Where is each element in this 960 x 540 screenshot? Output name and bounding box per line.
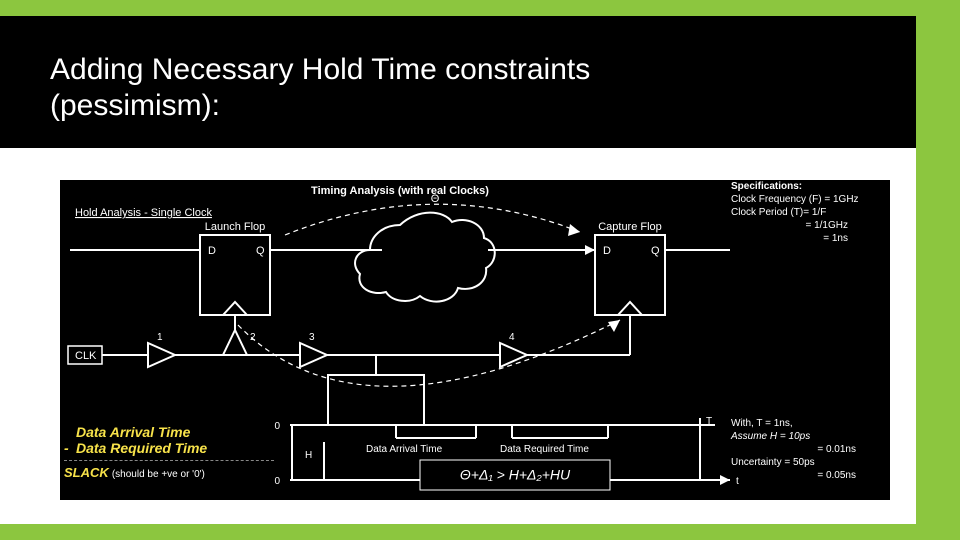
theta-arrowhead <box>568 224 580 236</box>
spec-l1: Clock Frequency (F) = 1GHz <box>731 193 886 206</box>
slack-block: Data Arrival Time -Data Required Time SL… <box>64 424 279 480</box>
buffer-3-icon <box>300 343 327 367</box>
buffer-1-label: 1 <box>157 332 163 343</box>
timing-diagram: Timing Analysis (with real Clocks) Hold … <box>60 180 890 500</box>
clk-label: CLK <box>75 350 97 362</box>
diagram-title: Timing Analysis (with real Clocks) <box>311 185 489 197</box>
launch-d-port: D <box>208 245 216 257</box>
t-cap-label: T <box>706 416 712 427</box>
accent-right <box>916 0 960 540</box>
buffer-1-icon <box>148 343 175 367</box>
spec-heading: Specifications: <box>731 180 886 193</box>
buffer-4-label: 4 <box>509 332 515 343</box>
buffer-2-label: 2 <box>250 332 256 343</box>
launch-flop-label: Launch Flop <box>205 221 266 233</box>
dat-label: Data Arrival Time <box>366 444 443 455</box>
buffer-2-icon <box>223 330 247 355</box>
accent-bottom <box>0 524 960 540</box>
h-label: H <box>305 450 312 461</box>
buffer-3-label: 3 <box>309 332 315 343</box>
drt-label: Data Required Time <box>500 444 589 455</box>
slack-line: SLACK (should be +ve or '0') <box>64 465 279 480</box>
capture-d-port: D <box>603 245 611 257</box>
capture-q-port: Q <box>651 245 660 257</box>
uncertainty-box <box>328 375 424 425</box>
spec-l4: = 1ns <box>731 232 886 245</box>
launch-q-port: Q <box>256 245 265 257</box>
assume-l5: = 0.05ns <box>731 469 886 482</box>
arrow-to-capture-d <box>585 245 595 255</box>
slack-drt: -Data Required Time <box>64 440 279 456</box>
slack-label: SLACK <box>64 465 109 480</box>
diagram-subtitle: Hold Analysis - Single Clock <box>75 207 212 219</box>
assume-l4: Uncertainty = 50ps <box>731 456 886 469</box>
clk-delay-arrowhead <box>608 320 620 332</box>
assume-l1: With, T = 1ns, <box>731 417 886 430</box>
combinational-cloud-icon <box>355 213 495 302</box>
t-axis-arrow <box>720 475 730 485</box>
slack-dat: Data Arrival Time <box>64 424 279 440</box>
slide-title: Adding Necessary Hold Time constraints (… <box>50 52 690 124</box>
accent-top <box>0 0 960 16</box>
spec-l3: = 1/1GHz <box>731 219 886 232</box>
spec-l2: Clock Period (T)= 1/F <box>731 206 886 219</box>
formula-text: Θ+Δ₁ > H+Δ₂+HU <box>460 467 571 483</box>
slack-note: (should be +ve or '0') <box>112 469 205 480</box>
theta-label: Θ <box>431 193 440 205</box>
clk-delay-arc <box>238 320 620 386</box>
assume-l3: = 0.01ns <box>731 443 886 456</box>
title-band: Adding Necessary Hold Time constraints (… <box>0 16 916 148</box>
capture-flop-label: Capture Flop <box>598 221 662 233</box>
assumptions-box: With, T = 1ns, Assume H = 10ps = 0.01ns … <box>731 417 886 482</box>
buffer-4-icon <box>500 343 527 367</box>
spec-box: Specifications: Clock Frequency (F) = 1G… <box>731 180 886 245</box>
slack-divider <box>64 460 274 461</box>
assume-l2: Assume H = 10ps <box>731 430 886 443</box>
